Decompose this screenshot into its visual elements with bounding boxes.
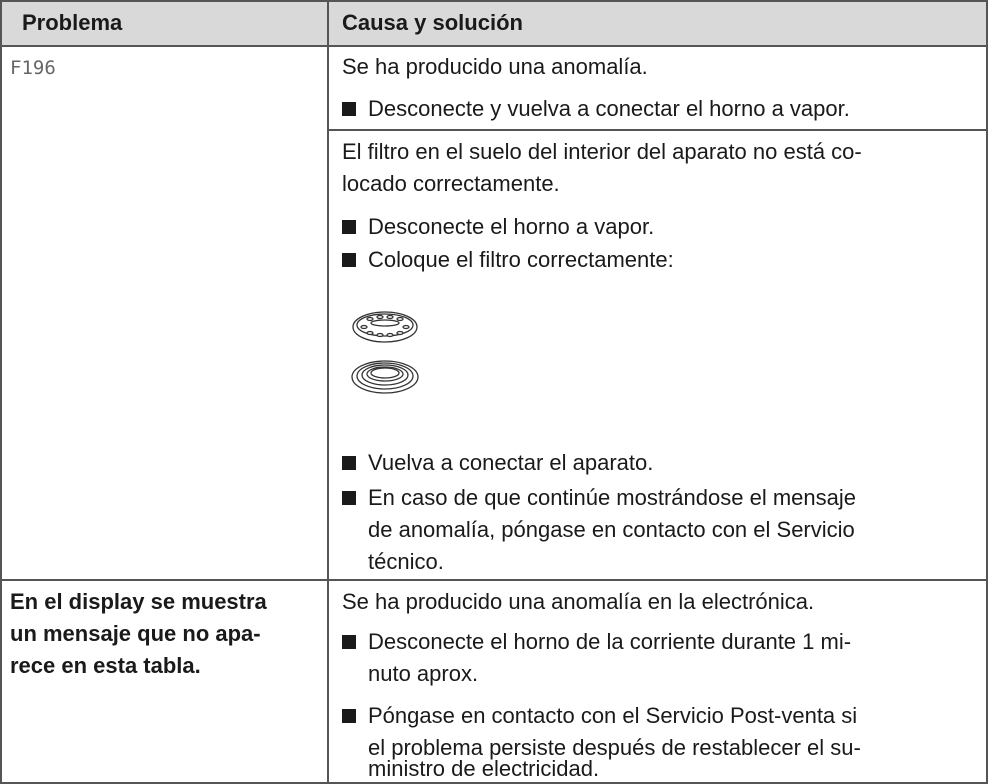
bullet bbox=[342, 102, 356, 116]
header-row bbox=[0, 0, 988, 46]
step: de anomalía, póngase en contacto con el … bbox=[368, 517, 855, 542]
bullet bbox=[342, 253, 356, 267]
step: el problema persiste después de restable… bbox=[368, 735, 861, 760]
problem: rece en esta tabla. bbox=[10, 653, 201, 678]
bullet bbox=[342, 220, 356, 234]
border bbox=[0, 0, 988, 2]
header-cell: Causa y solución bbox=[342, 10, 523, 35]
step: Desconecte el horno a vapor. bbox=[368, 214, 655, 239]
bullet bbox=[342, 709, 356, 723]
step: Vuelva a conectar el aparato. bbox=[368, 450, 654, 475]
border bbox=[986, 0, 988, 784]
problem: F196 bbox=[10, 57, 56, 79]
problem: En el display se muestra bbox=[10, 589, 267, 614]
problem: un mensaje que no apa- bbox=[10, 621, 261, 646]
header-cell: Problema bbox=[22, 10, 123, 35]
border bbox=[327, 0, 329, 784]
step: Póngase en contacto con el Servicio Post… bbox=[368, 703, 858, 728]
cause-text: Se ha producido una anomalía en la elect… bbox=[342, 589, 815, 614]
step: Coloque el filtro correctamente: bbox=[368, 247, 674, 272]
step: ministro de electricidad. bbox=[368, 756, 600, 781]
step: técnico. bbox=[368, 549, 444, 574]
bullet bbox=[342, 456, 356, 470]
step: En caso de que continúe mostrándose el m… bbox=[368, 485, 856, 510]
cause-text: locado correctamente. bbox=[342, 171, 560, 196]
border bbox=[0, 0, 2, 784]
filter-illustration bbox=[351, 311, 419, 394]
cause-text: El filtro en el suelo del interior del a… bbox=[342, 139, 862, 164]
step: Desconecte el horno de la corriente dura… bbox=[368, 629, 852, 654]
cause-text: Se ha producido una anomalía. bbox=[342, 54, 648, 79]
bullet bbox=[342, 491, 356, 505]
border bbox=[0, 579, 988, 581]
bullet bbox=[342, 635, 356, 649]
border bbox=[0, 782, 988, 784]
step: Desconecte y vuelva a conectar el horno … bbox=[368, 96, 850, 121]
step: nuto aprox. bbox=[368, 661, 479, 686]
border bbox=[327, 129, 988, 131]
border bbox=[0, 45, 988, 47]
